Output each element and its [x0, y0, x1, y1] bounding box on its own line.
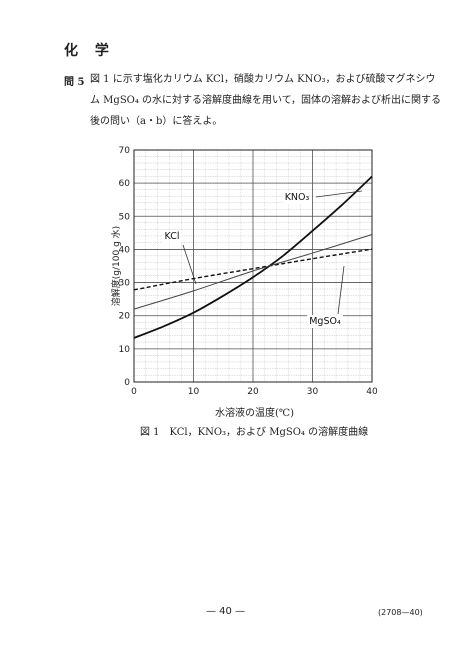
annotation-kno: KNO₃ [285, 192, 310, 203]
y-tick-label: 30 [119, 279, 131, 289]
annotation-mgso: MgSO₄ [309, 316, 341, 327]
leader-line-kno [315, 190, 363, 198]
question-text-line: ム MgSO₄ の水に対する溶解度曲線を用いて，固体の溶解および析出に関する [90, 95, 442, 106]
y-tick-label: 70 [119, 146, 131, 156]
y-axis-label: 溶解度(g/100 g 水) [110, 226, 122, 306]
series-line-mgso [133, 234, 373, 310]
y-tick-label: 10 [119, 345, 131, 355]
y-tick-label: 20 [119, 312, 131, 322]
x-tick-label: 40 [366, 387, 378, 397]
y-tick-labels: 0 10 20 30 40 50 60 70 [119, 146, 131, 388]
y-tick-label: 50 [119, 212, 131, 222]
x-tick-labels: 0 10 20 30 40 [131, 387, 378, 397]
annotation-backdrop [307, 315, 343, 328]
annotation-backdrop [162, 230, 182, 243]
x-tick-label: 0 [131, 387, 137, 397]
x-tick-label: 30 [307, 387, 319, 397]
y-tick-label: 40 [119, 245, 131, 255]
question-number: 問 5 [64, 77, 85, 88]
figure-caption: 図 1 KCl，KNO₃，および MgSO₄ の溶解度曲線 [140, 427, 369, 438]
question-text-line: 図 1 に示す塩化カリウム KCl，硝酸カリウム KNO₃，および硫酸マグネシウ [90, 74, 436, 85]
annotation-kcl: KCl [165, 231, 180, 242]
x-tick-label: 10 [188, 387, 200, 397]
x-axis-label: 水溶液の温度(℃) [215, 408, 294, 419]
series-layer [133, 175, 373, 339]
series-line-kno [133, 175, 373, 339]
leader-line-kcl [182, 244, 197, 285]
x-tick-label: 20 [247, 387, 259, 397]
y-tick-label: 0 [124, 378, 130, 388]
leader-line-mgso [337, 265, 345, 315]
exam-code: (2708—40) [378, 608, 423, 617]
subject-heading: 化 学 [64, 43, 115, 59]
plot-frame [133, 149, 373, 383]
series-annotations: KNO₃ KCl MgSO₄ [162, 191, 343, 328]
series-line-kcl [133, 248, 373, 291]
leader-lines [182, 190, 363, 315]
question-text-line: 後の問い（a・b）に答えよ。 [90, 116, 223, 127]
y-tick-label: 60 [119, 179, 131, 189]
annotation-backdrop [282, 191, 312, 204]
page-number: — 40 — [206, 606, 246, 617]
